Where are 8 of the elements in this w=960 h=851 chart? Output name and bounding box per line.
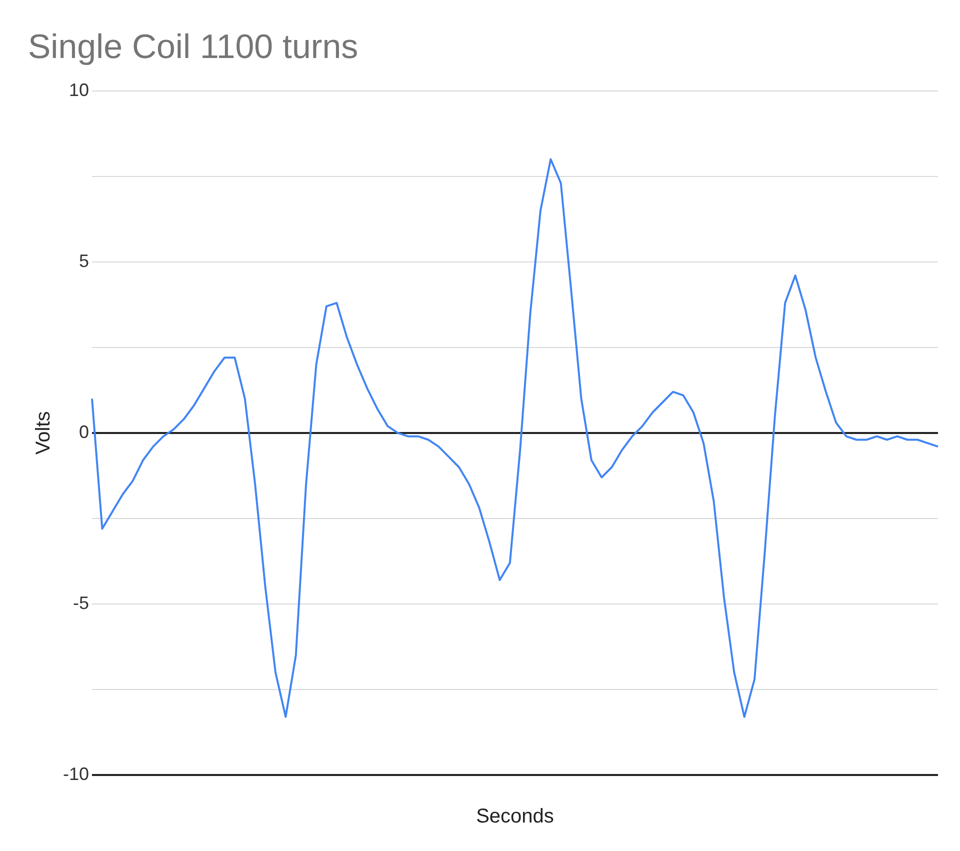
y-tick-label: 10 — [68, 80, 90, 100]
chart-title: Single Coil 1100 turns — [28, 28, 358, 66]
y-tick-label: -5 — [73, 592, 90, 613]
x-axis-title: Seconds — [476, 806, 554, 828]
y-tick-label: 5 — [79, 250, 90, 271]
y-tick-label: -10 — [63, 764, 90, 784]
y-tick-label: 0 — [79, 422, 90, 442]
y-axis-title: Volts — [32, 411, 55, 455]
